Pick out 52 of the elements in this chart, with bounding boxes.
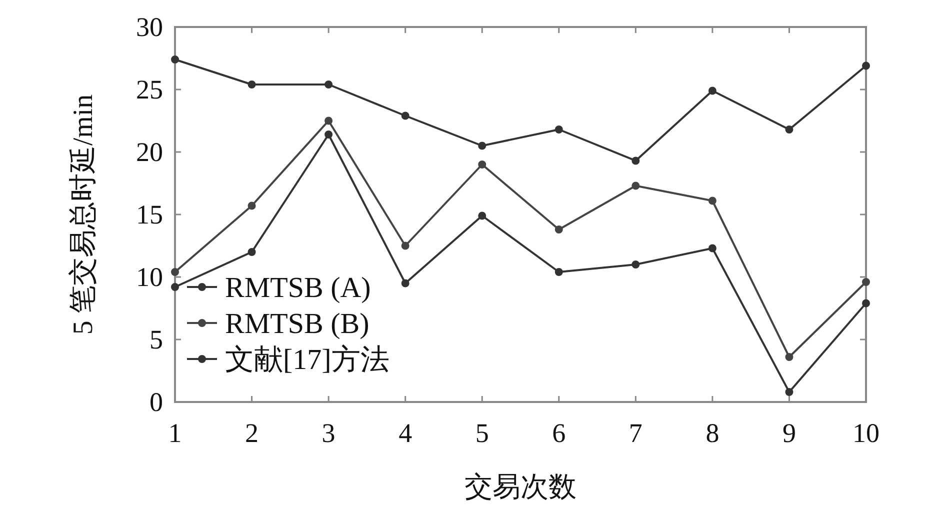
x-tick-label: 4: [398, 418, 413, 448]
y-tick-label: 20: [136, 137, 163, 167]
point: [171, 283, 179, 291]
y-axis-title: 5 笔交易总时延/min: [68, 94, 99, 335]
point: [171, 268, 179, 276]
y-tick-label: 25: [136, 74, 163, 104]
x-tick-label: 8: [706, 418, 720, 448]
point: [554, 268, 563, 276]
point: [785, 353, 794, 361]
point: [632, 260, 640, 268]
point: [785, 126, 794, 134]
point: [248, 248, 256, 256]
x-tick-label: 9: [782, 418, 796, 448]
point: [478, 160, 486, 168]
point: [324, 116, 333, 125]
point: [554, 126, 563, 134]
point: [324, 80, 333, 88]
x-tick-label: 2: [245, 418, 259, 448]
point: [171, 56, 179, 64]
y-tick-label: 0: [150, 387, 163, 417]
x-axis-title: 交易次数: [464, 472, 576, 503]
point: [862, 299, 870, 308]
point: [708, 196, 716, 205]
y-tick-label: 5: [150, 324, 163, 354]
point: [862, 62, 870, 70]
y-tick-label: 15: [136, 200, 163, 230]
x-tick-label: 5: [475, 418, 489, 448]
point: [478, 212, 486, 220]
point: [248, 80, 256, 88]
legend-label: 文献[17]方法: [225, 344, 390, 376]
y-tick-label: 10: [136, 262, 163, 292]
point: [248, 202, 256, 210]
point: [708, 244, 716, 252]
x-tick-label: 6: [552, 418, 566, 448]
x-tick-label: 1: [168, 418, 182, 448]
point: [708, 86, 716, 95]
point: [632, 182, 640, 190]
point: [401, 242, 410, 250]
point: [401, 112, 410, 120]
legend-label: RMTSB (A): [225, 272, 371, 304]
x-tick-label: 10: [852, 418, 880, 448]
y-tick-label: 30: [136, 12, 163, 42]
point: [862, 278, 870, 286]
legend-label: RMTSB (B): [225, 308, 370, 340]
point: [401, 279, 410, 288]
point: [785, 388, 794, 396]
x-tick-label: 7: [628, 418, 642, 448]
point: [324, 130, 333, 138]
x-tick-label: 3: [322, 418, 336, 448]
point: [554, 226, 563, 234]
point: [632, 156, 640, 165]
point: [478, 142, 486, 150]
